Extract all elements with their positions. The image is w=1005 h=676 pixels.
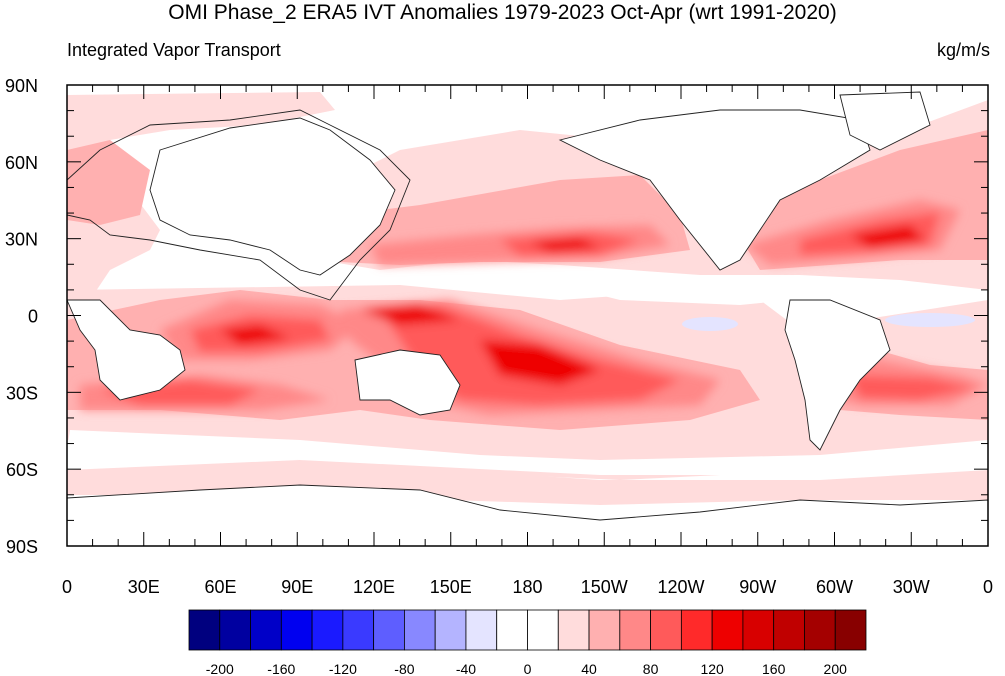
colorbar-label: 0 [524,661,532,676]
lon-tick-label: 0 [62,577,72,597]
lon-tick-label: 90W [739,577,776,597]
colorbar-label: -160 [267,661,295,676]
colorbar-box [527,609,559,651]
lon-tick-label: 150E [430,577,472,597]
colorbar-box [680,609,713,651]
colorbar-box [834,609,867,651]
lat-tick-label: 60S [6,460,38,480]
anomaly-field [67,92,988,505]
colorbar-label: -80 [394,661,414,676]
axis-ticks [66,84,989,547]
lon-tick-label: 150W [581,577,628,597]
colorbar-box [250,609,282,651]
colorbar [188,609,867,651]
colorbar-box [311,609,344,651]
lon-tick-label: 30W [893,577,930,597]
lon-tick-label: 120W [657,577,704,597]
colorbar-label: 200 [824,661,848,676]
colorbar-box [588,609,621,651]
lat-tick-label: 90N [5,76,38,96]
coastlines [67,91,988,546]
colorbar-label: -120 [329,661,357,676]
colorbar-box [342,609,375,651]
colorbar-label: -200 [206,661,234,676]
plot-title: OMI Phase_2 ERA5 IVT Anomalies 1979-2023… [168,1,837,24]
lon-tick-label: 30E [128,577,160,597]
colorbar-box [373,609,405,651]
map-panel [67,85,988,546]
colorbar-box [496,609,528,651]
lat-tick-labels: 90N 60N 30N 0 30S 60S 90S [5,76,38,557]
colorbar-label: 120 [700,661,724,676]
colorbar-box [650,609,682,651]
colorbar-box [557,609,590,651]
colorbar-label: -40 [456,661,476,676]
colorbar-box [804,609,836,651]
lat-tick-label: 90S [6,537,38,557]
colorbar-box [404,609,436,651]
colorbar-box [773,609,805,651]
colorbar-box [434,609,467,651]
lon-tick-labels: 0 30E 60E 90E 120E 150E 180 150W 120W 90W 60W 30W 0 [62,577,993,597]
colorbar-box [711,609,744,651]
colorbar-box [742,609,775,651]
units-label: kg/m/s [936,40,990,60]
lat-tick-label: 30N [5,230,38,250]
colorbar-box [219,609,251,651]
colorbar-box [465,609,498,651]
colorbar-label: 40 [581,661,597,676]
lat-tick-label: 60N [5,153,38,173]
colorbar-box [280,609,313,651]
left-subtitle: Integrated Vapor Transport [67,40,281,60]
colorbar-label: 160 [762,661,786,676]
lon-tick-label: 180 [512,577,542,597]
lon-tick-label: 0 [983,577,993,597]
lon-tick-label: 60W [816,577,853,597]
colorbar-label: 80 [643,661,659,676]
lon-tick-label: 120E [353,577,395,597]
lon-tick-label: 90E [281,577,313,597]
colorbar-box [619,609,651,651]
lat-tick-label: 0 [28,307,38,327]
lat-tick-label: 30S [6,383,38,403]
lon-tick-label: 60E [204,577,236,597]
colorbar-box [188,609,221,651]
colorbar-labels: -200 -160 -120 -80 -40 0 40 80 120 160 200 [206,661,847,676]
